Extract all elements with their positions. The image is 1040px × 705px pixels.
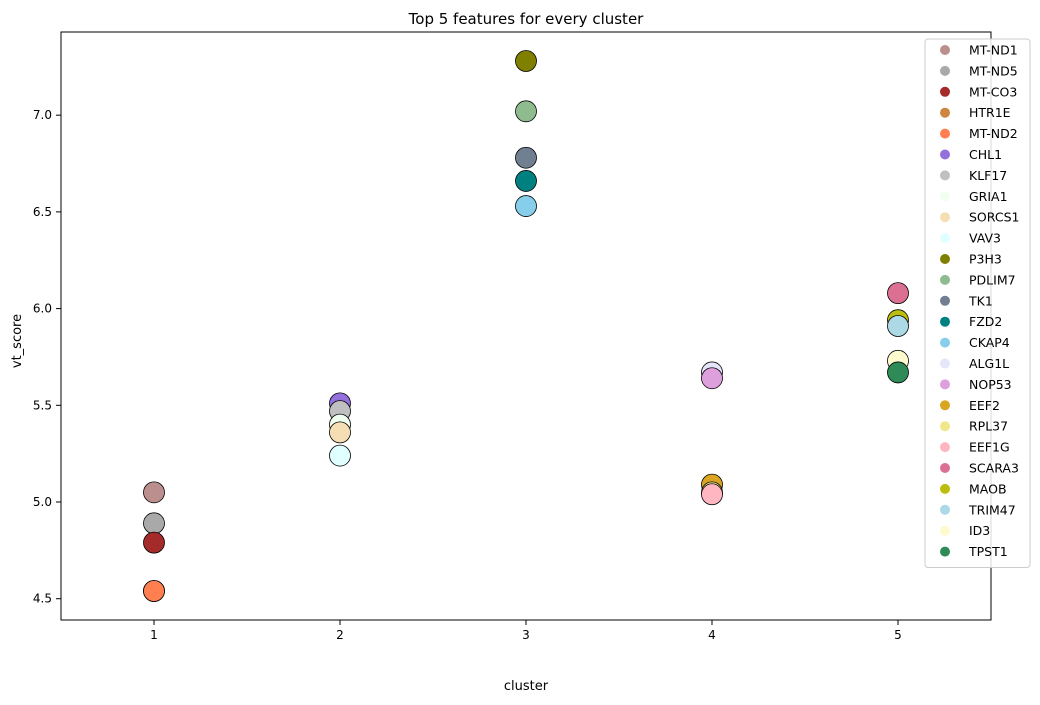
legend-marker xyxy=(940,504,950,515)
legend-label: CKAP4 xyxy=(969,335,1010,350)
chart-title: Top 5 features for every cluster xyxy=(408,10,645,28)
legend-label: HTR1E xyxy=(969,105,1011,120)
data-point-trim47 xyxy=(887,315,909,337)
legend-label: RPL37 xyxy=(969,419,1008,434)
y-axis-label: vt_score xyxy=(10,314,25,368)
legend-marker xyxy=(940,191,950,202)
data-point-mt-nd1 xyxy=(143,481,165,504)
legend-label: EEF1G xyxy=(969,440,1010,455)
legend-marker xyxy=(940,379,950,390)
data-point-tpst1 xyxy=(887,361,909,384)
legend-marker xyxy=(940,274,950,285)
legend-label: FZD2 xyxy=(969,314,1002,329)
data-point-sorcs1 xyxy=(329,421,351,444)
y-tick-label: 7.0 xyxy=(33,108,52,122)
legend-marker xyxy=(940,45,950,55)
y-tick-label: 4.5 xyxy=(33,592,52,606)
data-point-p3h3 xyxy=(515,50,537,72)
legend: MT-ND1 MT-ND5 MT-CO3 HTR1E MT-ND2 CHL1 KLF17 GR… xyxy=(924,38,1031,568)
legend-label: MT-ND2 xyxy=(969,126,1018,141)
legend-marker xyxy=(940,107,950,118)
data-point-eef1g xyxy=(701,483,723,506)
legend-marker xyxy=(940,128,950,139)
legend-marker xyxy=(940,358,950,369)
legend-marker xyxy=(940,337,950,348)
data-point-mt-nd2 xyxy=(143,580,165,602)
data-point-vav3 xyxy=(329,444,351,467)
y-tick-label: 6.5 xyxy=(33,205,52,219)
legend-marker xyxy=(940,400,950,411)
legend-marker xyxy=(940,295,950,306)
legend-label: MT-ND1 xyxy=(969,43,1018,58)
legend-label: ID3 xyxy=(969,523,990,538)
legend-marker xyxy=(940,149,950,160)
legend-label: NOP53 xyxy=(969,377,1012,392)
x-tick-label: 3 xyxy=(522,628,530,642)
legend-marker xyxy=(940,442,950,453)
legend-label: TK1 xyxy=(968,293,993,308)
data-points xyxy=(143,50,909,602)
legend-label: PDLIM7 xyxy=(969,272,1016,287)
legend-label: P3H3 xyxy=(969,252,1002,267)
legend-label: MAOB xyxy=(969,481,1007,496)
y-tick-label: 5.0 xyxy=(33,495,52,509)
legend-label: KLF17 xyxy=(969,168,1007,183)
data-point-tk1 xyxy=(515,146,537,169)
y-tick-label: 6.0 xyxy=(33,302,52,316)
x-axis-label: cluster xyxy=(504,679,549,694)
legend-box xyxy=(924,38,1031,568)
legend-marker xyxy=(940,546,950,557)
y-tick-label: 5.5 xyxy=(33,398,52,412)
legend-marker xyxy=(940,170,950,181)
legend-marker xyxy=(940,65,950,76)
legend-label: SCARA3 xyxy=(969,461,1019,476)
legend-label: SORCS1 xyxy=(969,210,1019,225)
legend-label: ALG1L xyxy=(969,356,1009,371)
legend-marker xyxy=(940,483,950,494)
legend-marker xyxy=(940,233,950,244)
legend-label: GRIA1 xyxy=(969,189,1008,204)
data-point-scara3 xyxy=(887,282,909,305)
legend-label: MT-ND5 xyxy=(969,63,1018,78)
data-point-mt-nd5 xyxy=(143,512,165,535)
legend-marker xyxy=(940,86,950,97)
legend-marker xyxy=(940,421,950,432)
legend-label: EEF2 xyxy=(969,398,1000,413)
legend-marker xyxy=(940,463,950,473)
legend-label: CHL1 xyxy=(969,147,1002,162)
x-tick-label: 1 xyxy=(150,628,158,642)
x-tick-label: 5 xyxy=(894,628,902,642)
data-point-fzd2 xyxy=(515,170,537,192)
legend-marker xyxy=(940,212,950,223)
data-point-mt-co3 xyxy=(143,531,165,554)
legend-marker xyxy=(940,316,950,327)
x-tick-label: 2 xyxy=(336,628,344,642)
legend-label: TPST1 xyxy=(968,544,1008,559)
x-tick-label: 4 xyxy=(708,628,716,642)
legend-marker xyxy=(940,254,950,264)
axes: 1 2 3 4 5 4.5 5.0 5.5 6.0 6.5 7.0 xyxy=(33,108,902,642)
legend-label: MT-CO3 xyxy=(969,84,1017,99)
legend-label: VAV3 xyxy=(969,231,1001,246)
data-point-nop53 xyxy=(701,367,723,390)
legend-marker xyxy=(940,525,950,536)
legend-label: TRIM47 xyxy=(968,502,1016,517)
data-point-pdlim7 xyxy=(515,100,537,123)
data-point-ckap4 xyxy=(515,195,537,217)
